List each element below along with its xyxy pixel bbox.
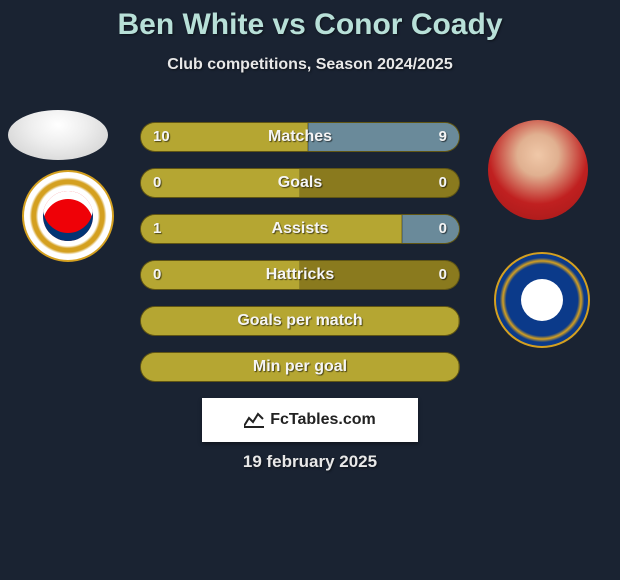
player-left-avatar	[8, 110, 108, 160]
stat-row: Min per goal	[140, 352, 460, 382]
chart-icon	[244, 412, 264, 428]
stat-label: Goals	[141, 169, 459, 197]
stat-left-value: 0	[141, 261, 173, 289]
stat-left-value: 1	[141, 215, 173, 243]
source-text: FcTables.com	[270, 411, 376, 429]
source-badge: FcTables.com	[202, 398, 418, 442]
stat-right-value: 0	[427, 261, 459, 289]
stat-row: Goals per match	[140, 306, 460, 336]
stat-label: Hattricks	[141, 261, 459, 289]
stat-label: Matches	[141, 123, 459, 151]
stat-bars: 109Matches00Goals10Assists00HattricksGoa…	[140, 122, 460, 398]
stat-row: 1 0Assists	[140, 214, 460, 244]
stat-label: Goals per match	[141, 307, 459, 335]
club-right-crest	[494, 252, 590, 348]
stat-row: 10 9Matches	[140, 122, 460, 152]
stat-row: 0 0Goals	[140, 168, 460, 198]
stat-label: Min per goal	[141, 353, 459, 381]
stat-right-value: 0	[427, 169, 459, 197]
stat-label: Assists	[141, 215, 459, 243]
stat-left-value: 0	[141, 169, 173, 197]
stat-row: 0 0Hattricks	[140, 260, 460, 290]
player-right-avatar	[488, 120, 588, 220]
stat-right-value: 9	[427, 123, 459, 151]
club-left-crest	[22, 170, 114, 262]
snapshot-date: 19 february 2025	[0, 452, 620, 472]
stat-left-value: 10	[141, 123, 182, 151]
comparison-subtitle: Club competitions, Season 2024/2025	[0, 56, 620, 74]
comparison-title: Ben White vs Conor Coady	[0, 0, 620, 42]
stat-right-value: 0	[427, 215, 459, 243]
